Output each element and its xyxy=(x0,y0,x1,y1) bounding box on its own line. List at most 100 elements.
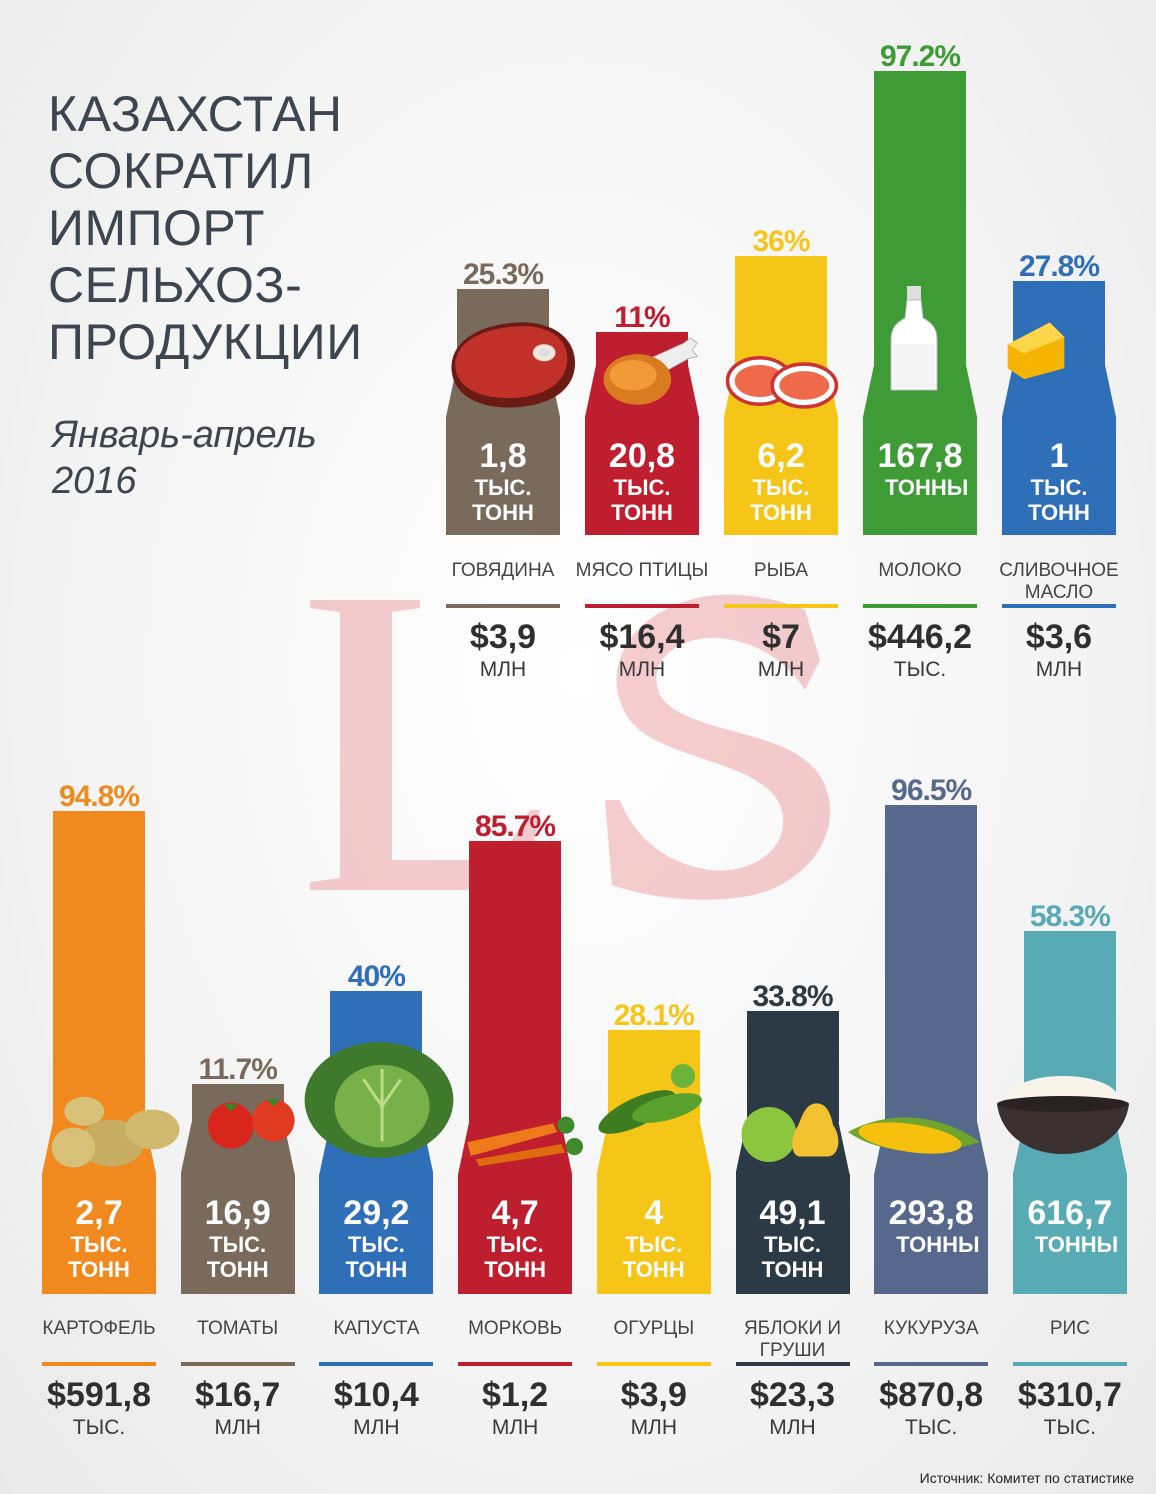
title-line: ПРОДУКЦИИ xyxy=(48,314,363,370)
category-label: ТОМАТЫ xyxy=(197,1318,279,1339)
volume-panel: 1 ТЫС. ТОНН xyxy=(1002,417,1116,535)
title-line: ИМПОРТ xyxy=(48,200,266,256)
category-label: КАРТОФЕЛЬ xyxy=(42,1318,156,1339)
volume-panel: 4,7 ТЫС. ТОНН xyxy=(458,1174,573,1294)
potatoes-icon xyxy=(48,1092,184,1176)
percent-label: 36% xyxy=(752,225,810,259)
source-note: Источник: Комитет по статистике xyxy=(919,1470,1134,1486)
page-title: КАЗАХСТАН СОКРАТИЛ ИМПОРТ СЕЛЬХОЗ- ПРОДУ… xyxy=(48,86,363,371)
butter-block-icon xyxy=(1004,317,1068,381)
cost-suffix: ТЫС. xyxy=(72,1416,126,1439)
cost-suffix: МЛН xyxy=(769,1416,816,1439)
cost-value: $3,6 xyxy=(1025,618,1093,656)
volume-value: 167,8 xyxy=(877,437,963,475)
category-label: ЯБЛОКИ И ГРУШИ xyxy=(743,1318,842,1361)
volume-panel: 2,7 ТЫС. ТОНН xyxy=(42,1174,156,1294)
category-underline xyxy=(585,604,699,608)
cost-value: $870,8 xyxy=(879,1376,984,1414)
category-underline xyxy=(735,1362,850,1366)
cost-suffix: ТЫС. xyxy=(1043,1416,1097,1439)
volume-value: 2,7 xyxy=(75,1194,123,1232)
percent-label: 85.7% xyxy=(475,809,556,843)
bar xyxy=(469,840,562,1122)
percent-label: 33.8% xyxy=(752,980,833,1014)
volume-panel: 293,8 ТОННЫ xyxy=(874,1174,989,1294)
volume-value: 4,7 xyxy=(491,1194,539,1232)
percent-label: 11% xyxy=(614,300,670,334)
volume-unit: ТЫС. ТОНН xyxy=(761,1232,824,1282)
category-underline xyxy=(458,1362,573,1366)
category-underline xyxy=(724,604,838,608)
rice-bowl-icon xyxy=(993,1068,1133,1158)
volume-unit: ТЫС. ТОНН xyxy=(750,475,812,525)
volume-unit: ТЫС. ТОНН xyxy=(345,1232,408,1282)
percent-label: 94.8% xyxy=(58,780,140,814)
category-underline xyxy=(42,1362,156,1366)
cost-suffix: МЛН xyxy=(353,1416,400,1439)
volume-unit: ТЫС. ТОНН xyxy=(622,1232,685,1282)
volume-panel: 167,8 ТОННЫ xyxy=(863,417,977,535)
volume-value: 4 xyxy=(644,1194,664,1232)
volume-value: 20,8 xyxy=(608,437,676,475)
category-underline xyxy=(596,1362,711,1366)
cost-value: $16,4 xyxy=(599,618,685,656)
category-label: ОГУРЦЫ xyxy=(613,1318,695,1339)
cost-value: $16,7 xyxy=(195,1376,281,1414)
volume-panel: 616,7 ТОННЫ xyxy=(1012,1174,1127,1294)
volume-value: 1 xyxy=(1049,437,1069,475)
title-line: КАЗАХСТАН xyxy=(48,86,343,142)
category-label: СЛИВОЧНОЕ МАСЛО xyxy=(999,560,1119,603)
percent-label: 97.2% xyxy=(879,40,961,74)
volume-unit: ТОННЫ xyxy=(896,1232,980,1257)
volume-unit: ТЫС. ТОНН xyxy=(68,1232,130,1282)
volume-unit: ТЫС. ТОНН xyxy=(611,475,673,525)
volume-value: 29,2 xyxy=(343,1194,410,1232)
volume-panel: 16,9 ТЫС. ТОНН xyxy=(180,1174,295,1294)
cucumbers-icon xyxy=(587,1062,707,1142)
watermark-logo xyxy=(300,590,860,900)
category-label: РИС xyxy=(1049,1318,1090,1339)
period-subtitle: Январь-апрель 2016 xyxy=(52,414,317,502)
category-label: ГОВЯДИНА xyxy=(451,560,555,581)
bar xyxy=(735,256,827,365)
cost-value: $10,4 xyxy=(333,1376,419,1414)
category-label: КАПУСТА xyxy=(333,1318,420,1339)
volume-unit: ТОННЫ xyxy=(1034,1232,1119,1257)
cost-suffix: МЛН xyxy=(479,658,527,681)
volume-panel: 49,1 ТЫС. ТОНН xyxy=(735,1174,850,1294)
category-underline xyxy=(446,604,560,608)
category-label: КУКУРУЗА xyxy=(883,1318,979,1339)
volume-panel: 6,2 ТЫС. ТОНН xyxy=(724,417,838,535)
volume-panel: 4 ТЫС. ТОНН xyxy=(596,1174,711,1294)
cabbage-icon xyxy=(299,1038,459,1162)
cost-value: $3,9 xyxy=(620,1376,687,1414)
cost-suffix: ТЫС. xyxy=(893,658,947,681)
category-label: МОРКОВЬ xyxy=(468,1318,563,1339)
cost-suffix: МЛН xyxy=(757,658,805,681)
corn-icon xyxy=(844,1102,984,1172)
cost-suffix: МЛН xyxy=(214,1416,261,1439)
cost-suffix: МЛН xyxy=(618,658,666,681)
title-line: СЕЛЬХОЗ- xyxy=(48,257,303,313)
volume-value: 16,9 xyxy=(204,1194,271,1232)
percent-label: 40% xyxy=(347,959,406,993)
category-label: МОЛОКО xyxy=(878,560,962,581)
cost-suffix: МЛН xyxy=(1035,658,1083,681)
percent-label: 11.7% xyxy=(198,1052,277,1086)
cost-value: $1,2 xyxy=(482,1376,549,1414)
category-underline xyxy=(180,1362,295,1366)
volume-value: 293,8 xyxy=(888,1194,974,1232)
cost-suffix: МЛН xyxy=(491,1416,539,1439)
carrots-icon xyxy=(458,1108,588,1168)
volume-panel: 29,2 ТЫС. ТОНН xyxy=(319,1174,434,1294)
volume-unit: ТЫС. ТОНН xyxy=(484,1232,546,1282)
cost-value: $7 xyxy=(762,618,800,656)
title-line: СОКРАТИЛ xyxy=(48,143,314,199)
milk-bottle-icon xyxy=(889,281,939,397)
category-underline xyxy=(863,604,977,608)
chicken-leg-icon xyxy=(595,333,705,409)
bar xyxy=(53,811,145,1122)
percent-label: 58.3% xyxy=(1029,899,1111,933)
cost-value: $310,7 xyxy=(1017,1376,1122,1414)
volume-unit: ТОННЫ xyxy=(885,475,969,500)
